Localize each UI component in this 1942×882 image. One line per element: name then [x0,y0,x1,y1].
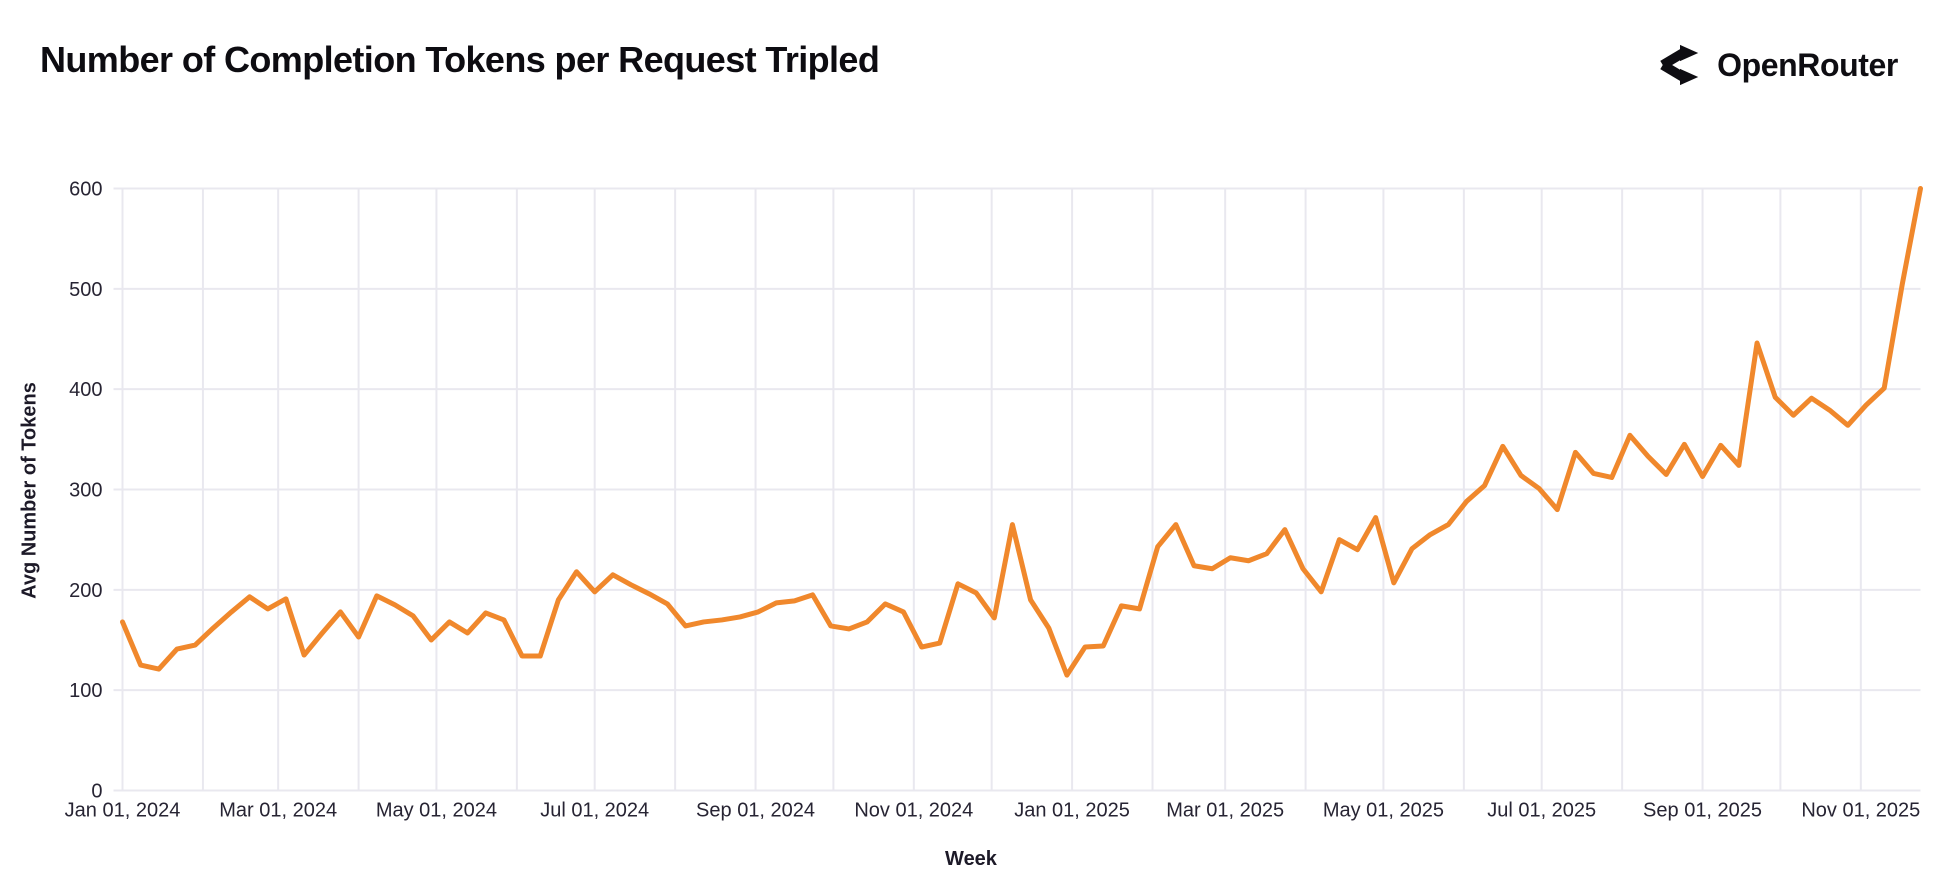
series-avg-tokens [120,186,1923,678]
x-tick-label: Jul 01, 2025 [1487,800,1596,822]
x-axis-title: Week [945,848,997,870]
y-tick-label: 200 [69,580,102,602]
openrouter-logo-text: OpenRouter [1717,46,1898,83]
y-tick-label: 400 [69,379,102,401]
x-tick-label: Mar 01, 2025 [1166,800,1284,822]
x-tick-label: Nov 01, 2024 [854,800,973,822]
x-tick-label: Jan 01, 2025 [1014,800,1130,822]
y-tick-label: 100 [69,680,102,702]
openrouter-logo: OpenRouter [1657,42,1898,88]
axis-tick-labels: 0 100 200 300 400 500 600 Jan 01, 2024 Mar 01, 2… [65,179,1921,822]
page-title: Number of Completion Tokens per Request … [40,39,880,80]
x-tick-label: May 01, 2024 [376,800,497,822]
series-line [120,186,1923,678]
x-tick-label: May 01, 2025 [1323,800,1444,822]
x-tick-label: Sep 01, 2025 [1643,800,1762,822]
x-tick-label: Mar 01, 2024 [219,800,337,822]
x-tick-label: Jul 01, 2024 [540,800,649,822]
x-tick-label: Sep 01, 2024 [696,800,815,822]
y-axis-title: Avg Number of Tokens [18,382,41,599]
y-tick-label: 300 [69,480,102,502]
x-tick-label: Nov 01, 2025 [1801,800,1920,822]
y-tick-label: 500 [69,279,102,301]
y-tick-label: 600 [69,179,102,201]
y-tick-label: 0 [91,781,102,803]
x-tick-label: Jan 01, 2024 [65,800,181,822]
openrouter-icon [1660,44,1699,86]
gridlines [113,187,1921,792]
